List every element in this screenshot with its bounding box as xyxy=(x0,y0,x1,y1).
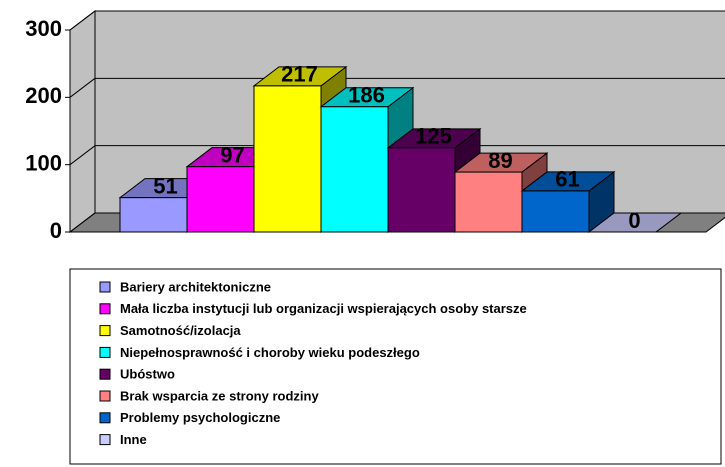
bar xyxy=(186,166,255,233)
value-label: 186 xyxy=(348,83,385,108)
legend-label: Niepełnosprawność i choroby wieku podesz… xyxy=(120,345,420,360)
y-tick-label: 100 xyxy=(25,150,62,175)
y-tick-label: 0 xyxy=(50,218,62,243)
grid-line xyxy=(69,145,96,166)
legend-label: Samotność/izolacja xyxy=(120,323,241,338)
value-label: 125 xyxy=(415,124,452,149)
bar xyxy=(253,85,322,233)
legend-label: Ubóstwo xyxy=(120,367,175,382)
legend-swatch xyxy=(99,346,111,358)
legend-swatch xyxy=(99,303,111,315)
bar xyxy=(387,147,456,233)
legend-swatch xyxy=(99,368,111,380)
legend-swatch xyxy=(99,412,111,424)
value-label: 97 xyxy=(220,142,244,167)
y-tick-label: 300 xyxy=(25,16,62,41)
y-tick-label: 200 xyxy=(25,83,62,108)
legend-label: Inne xyxy=(120,432,147,447)
value-label: 0 xyxy=(628,208,640,233)
bar-top xyxy=(587,212,683,233)
grid-line xyxy=(69,212,96,233)
legend-label: Brak wsparcia ze strony rodziny xyxy=(120,388,319,403)
value-label: 61 xyxy=(555,167,579,192)
value-label: 51 xyxy=(153,173,177,198)
grid-line xyxy=(69,77,96,98)
legend-swatch xyxy=(99,390,111,402)
value-label: 217 xyxy=(281,62,318,87)
legend-label: Bariery architektoniczne xyxy=(120,279,271,294)
grid-line xyxy=(69,10,96,31)
bar xyxy=(454,171,523,233)
bar xyxy=(119,197,188,233)
legend-swatch xyxy=(99,281,111,293)
legend-label: Problemy psychologiczne xyxy=(120,410,280,425)
value-label: 89 xyxy=(488,148,512,173)
legend-box xyxy=(69,268,722,465)
bar xyxy=(320,106,389,233)
legend-swatch xyxy=(99,325,111,337)
side-wall xyxy=(69,9,96,234)
legend-label: Mała liczba instytucji lub organizacji w… xyxy=(120,301,527,316)
bar xyxy=(521,190,590,233)
legend-swatch xyxy=(99,434,111,446)
